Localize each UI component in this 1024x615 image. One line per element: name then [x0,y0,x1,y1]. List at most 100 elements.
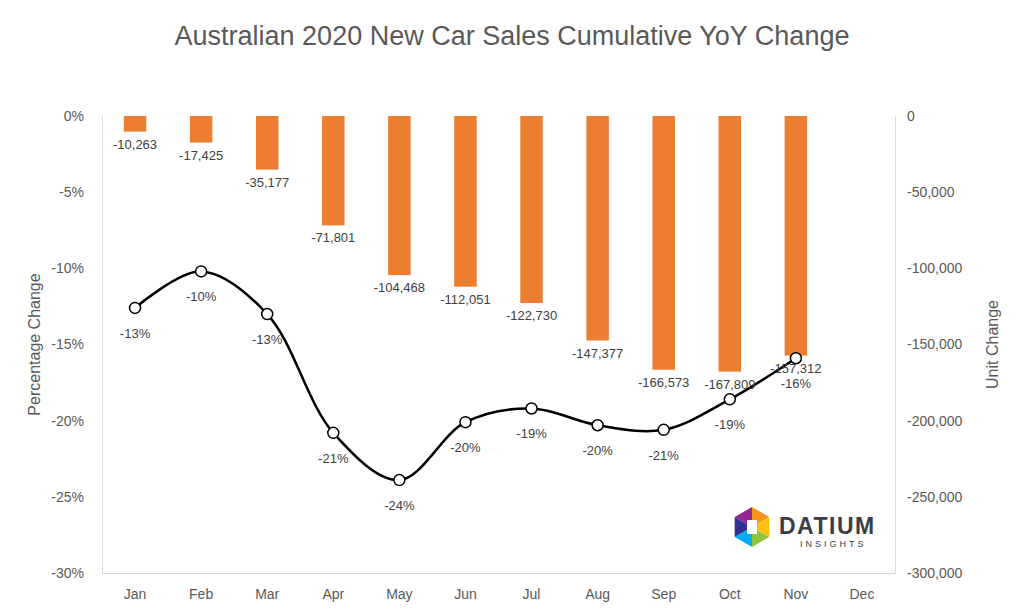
point-label: -21% [649,448,680,463]
x-tick: Jan [124,586,147,602]
line [135,271,796,480]
point-label: -13% [252,332,283,347]
y2-tick: -200,000 [895,413,962,429]
line-series [130,266,802,486]
x-tick: Jul [523,586,541,602]
point-label: -13% [120,326,151,341]
marker [658,424,669,435]
bar [719,116,741,372]
x-tick: Mar [255,586,279,602]
tick-label: Mar [255,586,279,602]
y2-axis-title: Unit Change [984,300,1001,389]
y-tick: 0% [64,108,102,124]
background [0,0,1024,615]
x-tick: Feb [189,586,213,602]
tick-label: Sep [651,586,676,602]
point-label: -10% [186,289,217,304]
axis-line [103,573,896,574]
marker [130,302,141,313]
bar [124,116,146,132]
bar-label: -71,801 [311,230,355,245]
x-tick: Jun [454,586,477,602]
bar-label: -112,051 [440,292,490,307]
bar [652,116,674,370]
y2-tick: -250,000 [895,489,962,505]
tick-label: -15% [51,336,84,352]
marker [460,417,471,428]
tick-label: -200,000 [907,413,962,429]
tick-label: -10% [51,260,84,276]
bar-label: -167,809 [704,377,755,392]
bar-label: -10,263 [113,137,157,152]
tick-label: -25% [51,489,84,505]
tick-label: Oct [719,586,741,602]
tick-label: -250,000 [907,489,962,505]
title-line: Australian 2020 New Car Sales Cumulative… [175,21,850,51]
bar-label: -157,312 [770,361,821,376]
bar-label: -104,468 [374,280,425,295]
x-axis: Jan Feb Mar Apr May Jun Jul Aug Sep Oct Nov Dec [103,574,896,602]
tick-label: 0 [907,108,915,124]
bar [520,116,542,303]
point-label: -19% [516,426,547,441]
tick-label: -50,000 [907,184,955,200]
point-label: -19% [715,417,746,432]
logo-subtext: INSIGHTS [800,539,867,549]
x-tick: May [386,586,412,602]
tick-label: -150,000 [907,336,962,352]
y-tick: -25% [51,489,102,505]
bar [256,116,278,170]
y-axis-title: Percentage Change [26,273,43,415]
tick-label: Nov [783,586,808,602]
bar-series [124,116,807,372]
marker [526,403,537,414]
y2-tick: -150,000 [895,336,962,352]
marker [724,394,735,405]
marker [394,475,405,486]
marker [196,266,207,277]
y2-tick: -100,000 [895,260,962,276]
tick-label: May [386,586,412,602]
axis-line [895,117,896,574]
x-tick: Oct [719,586,741,602]
data-labels: -10,263-17,425-35,177-71,801-104,468-112… [113,137,822,513]
bar [322,116,344,225]
axis-line [102,117,103,574]
tick-label: Apr [322,586,344,602]
y-axis: -30% -25% -20% -15% -10% -5% 0% [51,108,102,581]
y-tick: -5% [59,184,102,200]
bar [586,116,608,341]
tick-label: Jun [454,586,477,602]
title: Australian 2020 New Car Sales Cumulative… [175,21,850,51]
bar [785,116,807,356]
x-tick: Aug [585,586,610,602]
x-tick: Apr [322,586,344,602]
chart: Australian 2020 New Car Sales Cumulative… [0,0,1024,615]
y2-tick: -50,000 [895,184,955,200]
tick-label: -300,000 [907,565,962,581]
y-tick: -30% [51,565,102,581]
tick-label: -20% [51,413,84,429]
point-label: -20% [582,443,613,458]
tick-label: Aug [585,586,610,602]
y2-tick: 0 [895,108,915,124]
y-tick: -10% [51,260,102,276]
point-label: -16% [781,376,812,391]
y-tick: -15% [51,336,102,352]
y-tick: -20% [51,413,102,429]
tick-label: Jan [124,586,147,602]
logo-core [747,520,757,534]
tick-label: 0% [64,108,84,124]
tick-label: -5% [59,184,84,200]
bar-label: -35,177 [245,175,289,190]
x-tick: Dec [850,586,875,602]
tick-label: Feb [189,586,213,602]
plot-area [124,116,807,486]
marker [592,420,603,431]
point-label: -20% [450,440,481,455]
point-label: -24% [384,498,415,513]
bar [190,116,212,143]
tick-label: Dec [850,586,875,602]
bar [388,116,410,275]
x-tick: Sep [651,586,676,602]
